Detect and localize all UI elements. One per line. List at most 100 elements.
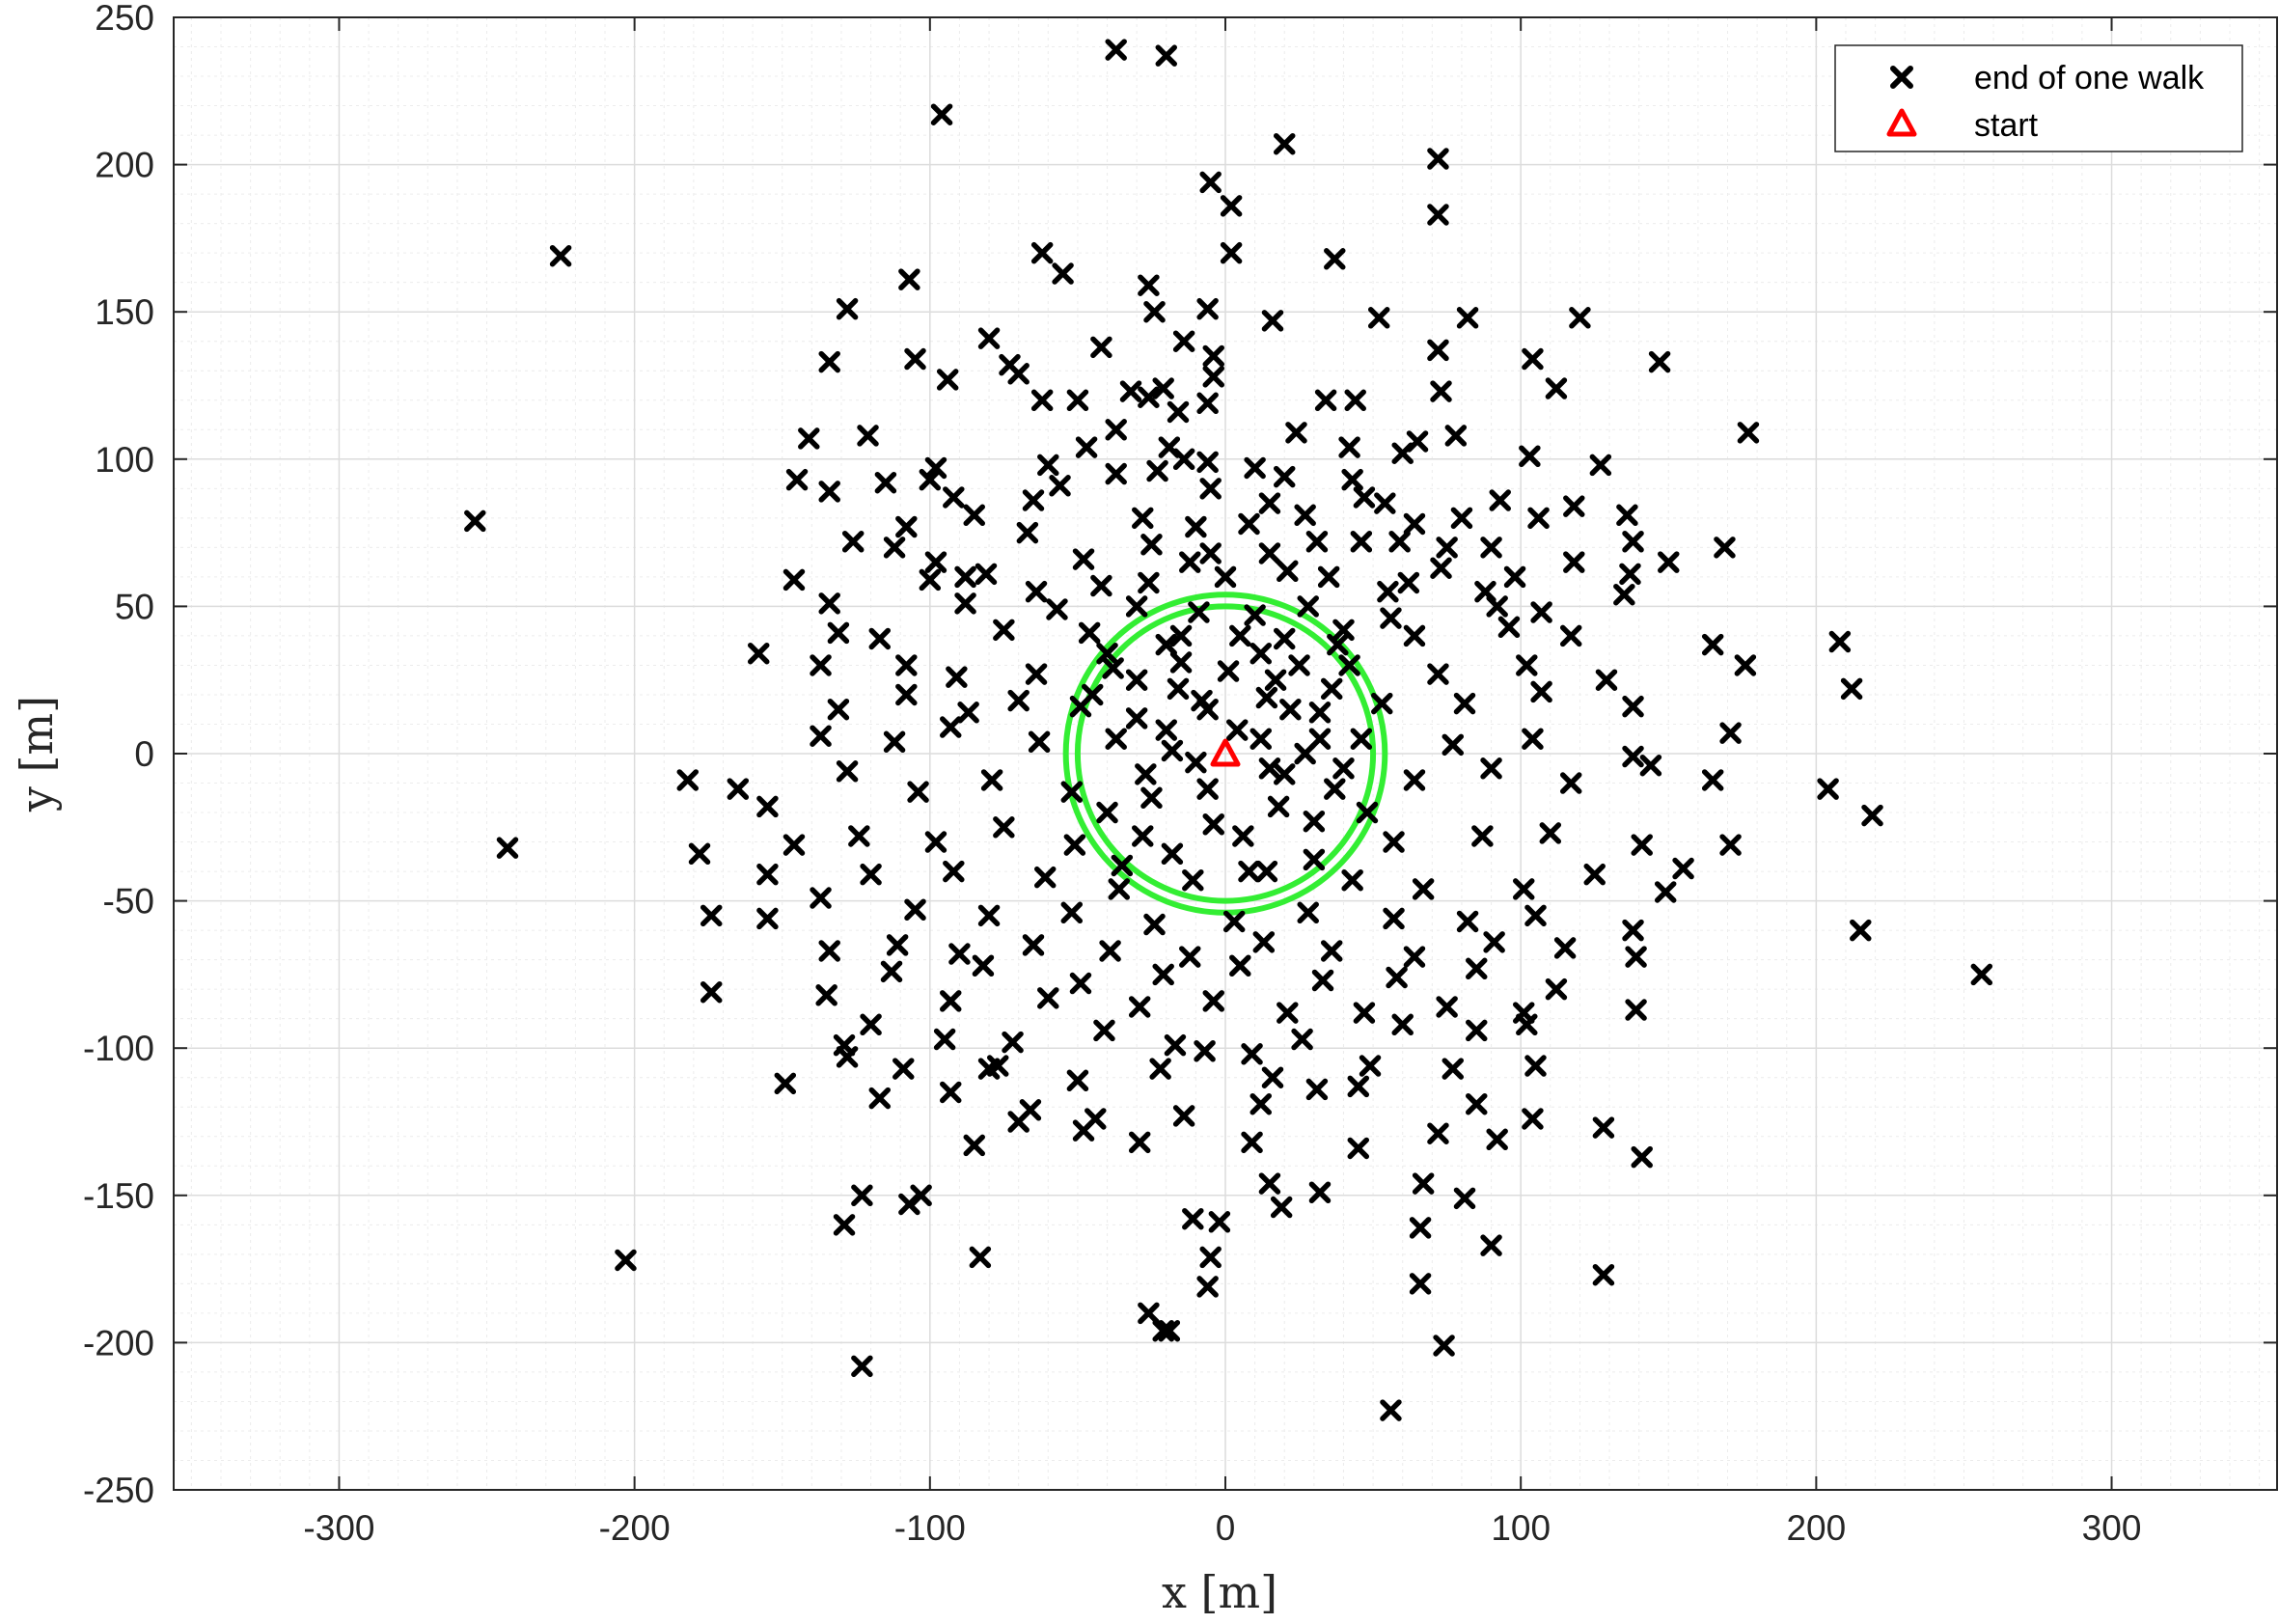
walk-end-point [1140, 534, 1163, 556]
walk-end-point [1267, 795, 1290, 818]
walk-end-point [1631, 834, 1653, 856]
walk-end-point [464, 509, 486, 533]
walk-end-point [1096, 642, 1118, 665]
walk-end-point [895, 515, 918, 538]
walk-end-point [1303, 810, 1326, 833]
walk-end-point [1563, 495, 1585, 517]
walk-end-point [1530, 601, 1552, 623]
walk-end-point [1185, 751, 1207, 774]
walk-end-point [1270, 1196, 1293, 1219]
walk-end-point [818, 940, 840, 962]
walk-end-point [1350, 728, 1373, 750]
walk-end-point [1308, 728, 1332, 750]
walk-end-point [1317, 565, 1340, 589]
walk-end-point [700, 904, 723, 927]
walk-end-point [1226, 719, 1249, 741]
x-axis-label: x [m] [1162, 1566, 1277, 1618]
walk-end-point [1291, 1028, 1313, 1051]
walk-end-point [676, 769, 700, 791]
walk-end-point [946, 666, 968, 688]
walk-end-point [943, 486, 965, 509]
walk-end-point [1002, 1031, 1024, 1054]
walk-end-point [907, 781, 929, 803]
walk-end-point [1138, 386, 1160, 408]
walk-end-point [1155, 633, 1178, 656]
walk-end-point [1238, 512, 1260, 536]
walk-end-point [1471, 825, 1494, 847]
walk-end-point [1244, 456, 1266, 480]
walk-end-point [1347, 1075, 1370, 1098]
walk-end-point [1320, 940, 1343, 962]
walk-end-point [1486, 595, 1508, 618]
walk-end-point [1033, 866, 1057, 889]
walk-end-point [1273, 132, 1296, 155]
walk-end-point [1427, 663, 1449, 685]
walk-end-point [1172, 330, 1195, 352]
walk-end-point [1737, 422, 1760, 444]
walk-end-point [1277, 1002, 1299, 1024]
walk-end-point [1332, 757, 1355, 780]
walk-end-point [1719, 834, 1742, 856]
walk-end-point [1311, 969, 1334, 992]
walk-end-point [1022, 934, 1045, 956]
walk-end-point [1152, 963, 1174, 986]
walk-end-point [943, 860, 965, 883]
walk-end-point [1196, 392, 1219, 415]
walk-end-point [810, 887, 832, 909]
walk-end-point [1466, 1092, 1488, 1115]
walk-end-point [1264, 669, 1287, 691]
walk-end-point [783, 568, 806, 592]
walk-end-point [1143, 300, 1166, 323]
y-tick-label: 250 [95, 0, 154, 38]
walk-end-point [904, 898, 926, 922]
walk-end-point [1161, 842, 1184, 866]
walk-end-point [1817, 778, 1839, 800]
walk-end-point [1305, 1078, 1329, 1101]
legend-start-label: start [1974, 107, 2039, 144]
walk-end-point [986, 1055, 1009, 1077]
walk-end-point [1648, 350, 1671, 373]
walk-end-point [1519, 445, 1541, 467]
walk-end-point [980, 769, 1003, 791]
walk-end-point [1734, 654, 1757, 676]
walk-end-point [1037, 454, 1059, 477]
walk-end-point [1030, 389, 1054, 412]
x-tick-label: 200 [1786, 1508, 1846, 1548]
walk-end-point [1403, 946, 1426, 968]
walk-end-point [883, 537, 906, 559]
walk-end-point [972, 954, 995, 977]
walk-end-point [1622, 695, 1644, 718]
walk-end-point [1380, 1399, 1402, 1421]
walk-end-point [756, 795, 779, 818]
axis-ticks [174, 16, 2277, 1491]
walk-end-point [1553, 937, 1577, 959]
walk-end-point [798, 427, 820, 450]
walk-end-point [1277, 560, 1299, 583]
walk-end-point [1169, 651, 1193, 674]
walk-end-point [954, 565, 976, 589]
walk-end-point [549, 244, 572, 267]
walk-end-point [1196, 778, 1219, 800]
walk-end-point [1179, 551, 1201, 573]
walk-end-point [1409, 1273, 1432, 1295]
walk-end-point [1172, 1105, 1195, 1127]
walk-end-point [1093, 1019, 1115, 1042]
walk-end-point [1060, 781, 1084, 803]
walk-end-point [1436, 537, 1458, 559]
walk-end-point [883, 730, 906, 754]
walk-end-point [1194, 1040, 1216, 1062]
walk-end-point [860, 1013, 882, 1036]
walk-end-point [836, 760, 859, 783]
walk-end-point [1258, 542, 1281, 564]
walk-end-point [1622, 531, 1644, 553]
walk-end-point [1028, 730, 1051, 754]
walk-end-point [1403, 769, 1426, 791]
walk-end-point [756, 907, 779, 930]
walk-end-point [1238, 860, 1260, 883]
walk-end-point [963, 1134, 985, 1157]
walk-end-point [1105, 462, 1127, 485]
walk-end-point [1132, 507, 1154, 530]
walk-end-point [1105, 728, 1127, 750]
walk-end-point [1353, 486, 1376, 509]
